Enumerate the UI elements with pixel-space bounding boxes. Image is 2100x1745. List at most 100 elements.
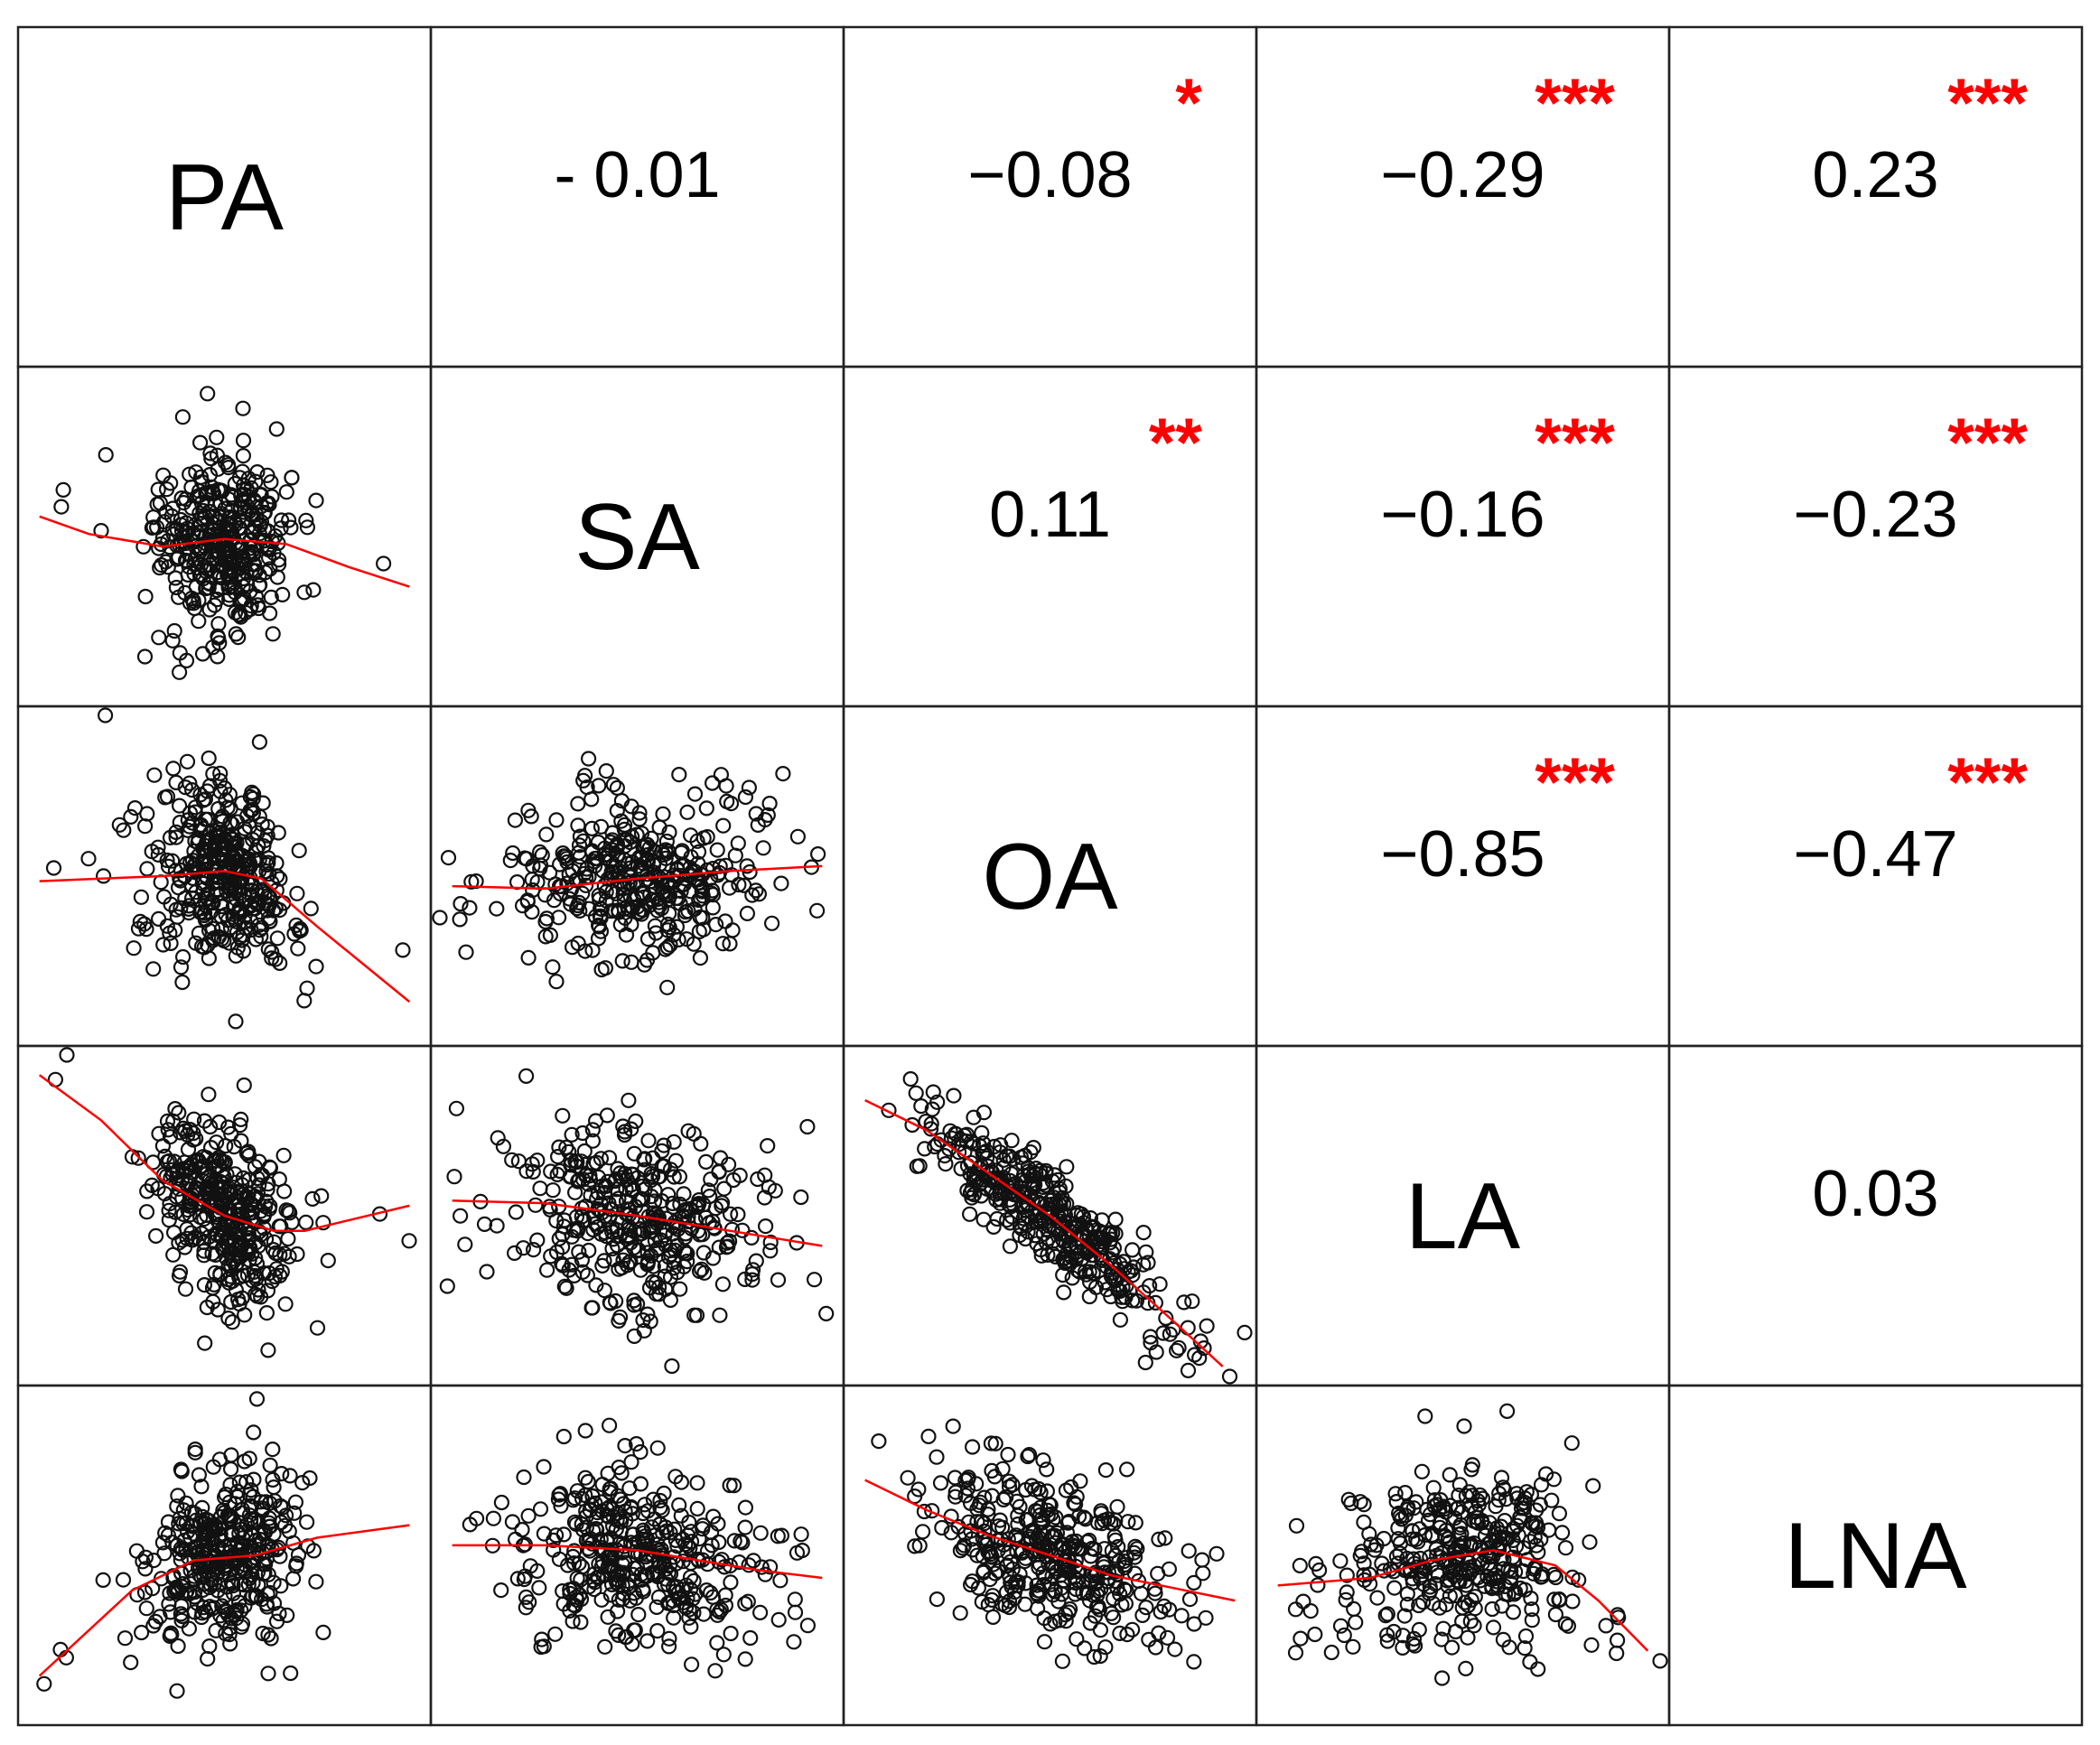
data-point — [615, 1118, 631, 1134]
data-point — [1340, 1491, 1357, 1507]
data-point — [609, 802, 625, 819]
scatter-points-sa-vs-pa — [53, 386, 392, 680]
data-point — [234, 878, 250, 895]
data-point — [947, 1484, 964, 1500]
data-point — [592, 900, 609, 917]
data-point — [1447, 1623, 1464, 1640]
data-point — [600, 846, 616, 863]
data-point — [570, 796, 586, 812]
data-point — [684, 863, 700, 881]
data-point — [1158, 1310, 1174, 1327]
data-point — [925, 1084, 941, 1100]
data-point — [232, 1238, 248, 1255]
data-point — [193, 938, 210, 955]
data-point — [1363, 1536, 1379, 1553]
data-point — [137, 588, 154, 605]
data-point — [130, 1150, 146, 1166]
data-point — [303, 900, 319, 917]
data-point — [1020, 1448, 1036, 1465]
data-point — [659, 979, 676, 995]
data-point — [968, 1476, 985, 1492]
data-point — [770, 1272, 787, 1288]
data-point — [538, 1262, 555, 1278]
data-point — [1056, 1284, 1072, 1301]
data-point — [1546, 1591, 1563, 1608]
correlation-value-pa-sa: - 0.01 — [554, 139, 720, 211]
data-point — [510, 1153, 527, 1170]
data-point — [271, 552, 287, 568]
data-point — [753, 1559, 770, 1575]
data-point — [720, 1238, 736, 1255]
data-point — [762, 1234, 779, 1251]
data-point — [278, 484, 294, 500]
data-point — [250, 1282, 266, 1298]
data-point — [910, 1481, 927, 1498]
data-point — [1533, 1531, 1549, 1547]
data-point — [1191, 1349, 1208, 1367]
data-point — [1442, 1467, 1458, 1483]
data-point — [97, 707, 114, 723]
data-point — [653, 1192, 670, 1209]
data-point — [713, 1601, 730, 1618]
data-point — [593, 1151, 610, 1167]
data-point — [730, 1206, 746, 1223]
data-point — [694, 1261, 710, 1277]
data-point — [554, 1239, 571, 1255]
data-point — [1087, 1575, 1104, 1592]
data-point — [215, 570, 231, 586]
data-point — [264, 489, 280, 505]
data-point — [966, 1109, 982, 1125]
data-point — [654, 1502, 670, 1518]
data-point — [1023, 1172, 1040, 1189]
data-point — [260, 1342, 276, 1358]
data-point — [1017, 1596, 1033, 1612]
data-point — [1025, 1180, 1041, 1197]
data-point — [1081, 1241, 1097, 1257]
data-point — [686, 1604, 702, 1621]
data-point — [574, 885, 591, 901]
data-point — [1429, 1547, 1445, 1563]
data-point — [178, 1495, 194, 1511]
data-point — [1516, 1500, 1533, 1516]
data-point — [272, 901, 288, 919]
variable-label-oa: OA — [982, 825, 1118, 929]
data-point — [772, 1572, 789, 1589]
data-point — [305, 582, 322, 598]
data-point — [493, 1494, 510, 1511]
data-point — [631, 811, 648, 827]
data-point — [650, 1208, 667, 1225]
data-point — [1147, 1294, 1164, 1311]
data-point — [292, 920, 308, 937]
data-point — [1118, 1461, 1135, 1478]
data-point — [709, 1635, 725, 1651]
data-point — [1013, 1171, 1031, 1189]
data-point — [615, 881, 631, 897]
data-point — [973, 1188, 990, 1204]
data-point — [1161, 1561, 1178, 1577]
data-point — [257, 1564, 273, 1582]
data-point — [315, 1215, 331, 1231]
data-point — [601, 1417, 618, 1433]
data-point — [219, 1212, 235, 1229]
data-point — [639, 1245, 656, 1261]
data-point — [696, 1264, 713, 1281]
data-point — [586, 854, 602, 870]
data-point — [452, 911, 468, 928]
data-point — [658, 1237, 674, 1254]
data-point — [655, 806, 671, 822]
data-point — [592, 891, 608, 908]
data-point — [1054, 1535, 1070, 1552]
data-point — [639, 836, 655, 853]
data-point — [1484, 1600, 1500, 1618]
data-point — [1153, 1603, 1169, 1620]
data-point — [1237, 1324, 1253, 1341]
data-point — [1386, 1580, 1403, 1596]
data-point — [504, 1152, 520, 1168]
data-point — [636, 1152, 652, 1168]
data-point — [245, 790, 261, 807]
data-point — [211, 825, 228, 841]
data-point — [192, 434, 209, 451]
data-point — [1499, 1530, 1516, 1547]
data-point — [962, 1495, 979, 1512]
data-point — [555, 1526, 572, 1543]
